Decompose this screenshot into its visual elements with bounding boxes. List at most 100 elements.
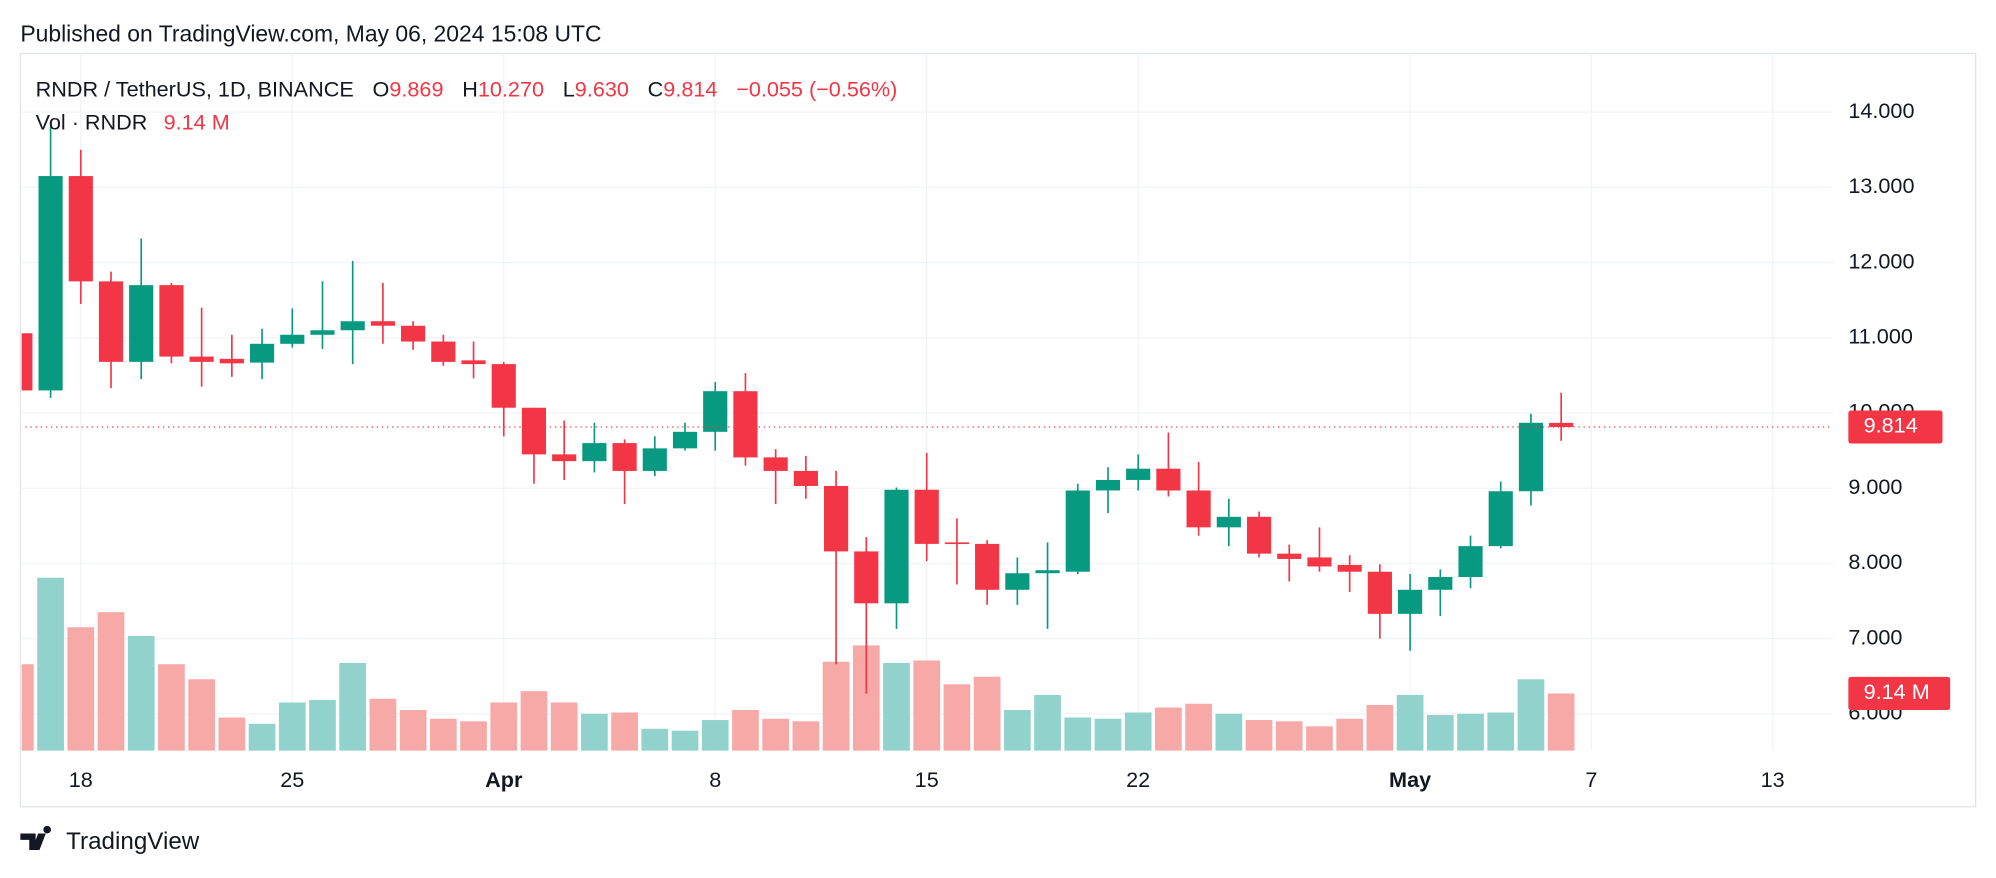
volume-bar — [1094, 718, 1122, 751]
volume-bar — [1185, 703, 1212, 751]
candle-body — [1035, 570, 1060, 574]
y-tick-label: 9.000 — [1848, 474, 1902, 499]
candle-body — [672, 431, 698, 449]
candle-body — [612, 443, 637, 471]
candle-body — [1216, 516, 1241, 528]
volume-bar — [1306, 726, 1333, 751]
x-tick-label: 25 — [280, 767, 304, 792]
candle-body — [1095, 479, 1121, 491]
volume-bar — [1366, 704, 1394, 751]
candle-body — [823, 485, 849, 552]
candle-body — [159, 285, 184, 357]
volume-bar — [1487, 712, 1515, 751]
volume-bar — [943, 684, 971, 751]
volume-bar — [762, 718, 790, 751]
candle-body — [1488, 491, 1513, 547]
volume-bar — [581, 713, 608, 751]
symbol: RNDR / TetherUS, 1D, BINANCE — [36, 76, 354, 101]
volume-bar — [278, 702, 306, 751]
volume-bar — [822, 661, 850, 751]
volume-bar — [429, 718, 457, 751]
volume-bar — [248, 723, 276, 751]
candle-body — [1126, 468, 1151, 480]
ohlc-letter: L — [563, 76, 575, 101]
candle-body — [914, 489, 939, 544]
candle-body — [370, 321, 395, 326]
brand-name: TradingView — [66, 828, 200, 855]
volume-bar — [671, 730, 699, 751]
published-caption: Published on TradingView.com, May 06, 20… — [20, 21, 601, 47]
candle-body — [1005, 573, 1030, 590]
candle-body — [38, 176, 63, 391]
y-tick-label: 11.000 — [1848, 324, 1913, 349]
candle-body — [1156, 468, 1181, 491]
x-tick-label: 22 — [1126, 767, 1150, 792]
y-tick-label: 12.000 — [1848, 248, 1914, 273]
ohlc-letter: H — [462, 76, 478, 101]
last-price-badge — [1848, 410, 1943, 444]
volume-bar — [309, 699, 336, 751]
ohlc-value: 9.869 — [389, 76, 443, 101]
volume-badge — [1848, 676, 1951, 710]
volume-bar — [883, 662, 910, 751]
chart-frame — [19, 52, 1977, 808]
volume-bar — [973, 676, 1001, 751]
candle-body — [1337, 564, 1362, 572]
candle-body — [401, 325, 426, 342]
candle-body — [763, 457, 788, 471]
y-tick-label: 14.000 — [1848, 98, 1914, 123]
volume-bar — [913, 660, 941, 751]
candle-body — [1186, 490, 1211, 528]
x-tick-label: Apr — [485, 767, 523, 792]
candle-body — [431, 341, 456, 362]
volume-value: 9.14 M — [164, 109, 230, 134]
volume-bar — [1457, 713, 1484, 751]
candle-body — [793, 470, 818, 486]
x-tick-label: 13 — [1761, 767, 1785, 792]
candle-body — [280, 334, 305, 344]
x-tick-label: 18 — [69, 767, 93, 792]
volume-bar — [460, 721, 487, 751]
x-tick-label: 7 — [1585, 767, 1597, 792]
candle-body — [521, 407, 547, 455]
candle-body — [944, 542, 970, 545]
y-tick-label: 8.000 — [1848, 549, 1902, 574]
volume-bar — [67, 627, 95, 751]
y-tick-label: 13.000 — [1848, 173, 1914, 198]
axes: 6.0007.0008.0009.00010.00011.00012.00013… — [69, 98, 1951, 792]
candle-body — [1246, 516, 1272, 554]
last-price-label: 9.814 — [1864, 413, 1918, 438]
volume-bar — [1034, 694, 1061, 751]
candle-body — [884, 489, 909, 604]
candle-body — [1458, 546, 1483, 577]
volume-title: Vol · RNDR — [36, 109, 148, 134]
volume-bar — [1124, 712, 1152, 751]
volume-bar — [1275, 721, 1303, 751]
volume-badge-label: 9.14 M — [1864, 679, 1930, 704]
candle-body — [642, 448, 667, 471]
candle-body — [854, 551, 879, 604]
y-tick-label: 7.000 — [1848, 624, 1902, 649]
ohlc-value: 9.814 — [663, 76, 717, 101]
volume-bar — [37, 577, 64, 751]
volume-bar — [1336, 718, 1364, 751]
volume-bar — [1426, 715, 1454, 751]
volume-bar — [701, 720, 729, 751]
candle-body — [129, 285, 154, 362]
candle-body — [68, 176, 93, 282]
ohlc-value: 10.270 — [478, 76, 544, 101]
volume-bar — [1064, 717, 1092, 751]
candle-body — [249, 343, 275, 363]
brand-logo: TradingView — [20, 825, 200, 855]
volume-bar — [369, 698, 397, 751]
volume-bar — [188, 679, 215, 751]
volume-bar — [339, 662, 367, 751]
candle-body — [189, 356, 214, 362]
candle-body — [733, 391, 758, 458]
candle-body — [975, 543, 1000, 590]
candle-body — [552, 454, 577, 462]
x-tick-label: May — [1389, 767, 1431, 792]
logo-mark — [20, 825, 51, 851]
legend-row: RNDR / TetherUS, 1D, BINANCE O9.869 H10.… — [36, 76, 898, 101]
